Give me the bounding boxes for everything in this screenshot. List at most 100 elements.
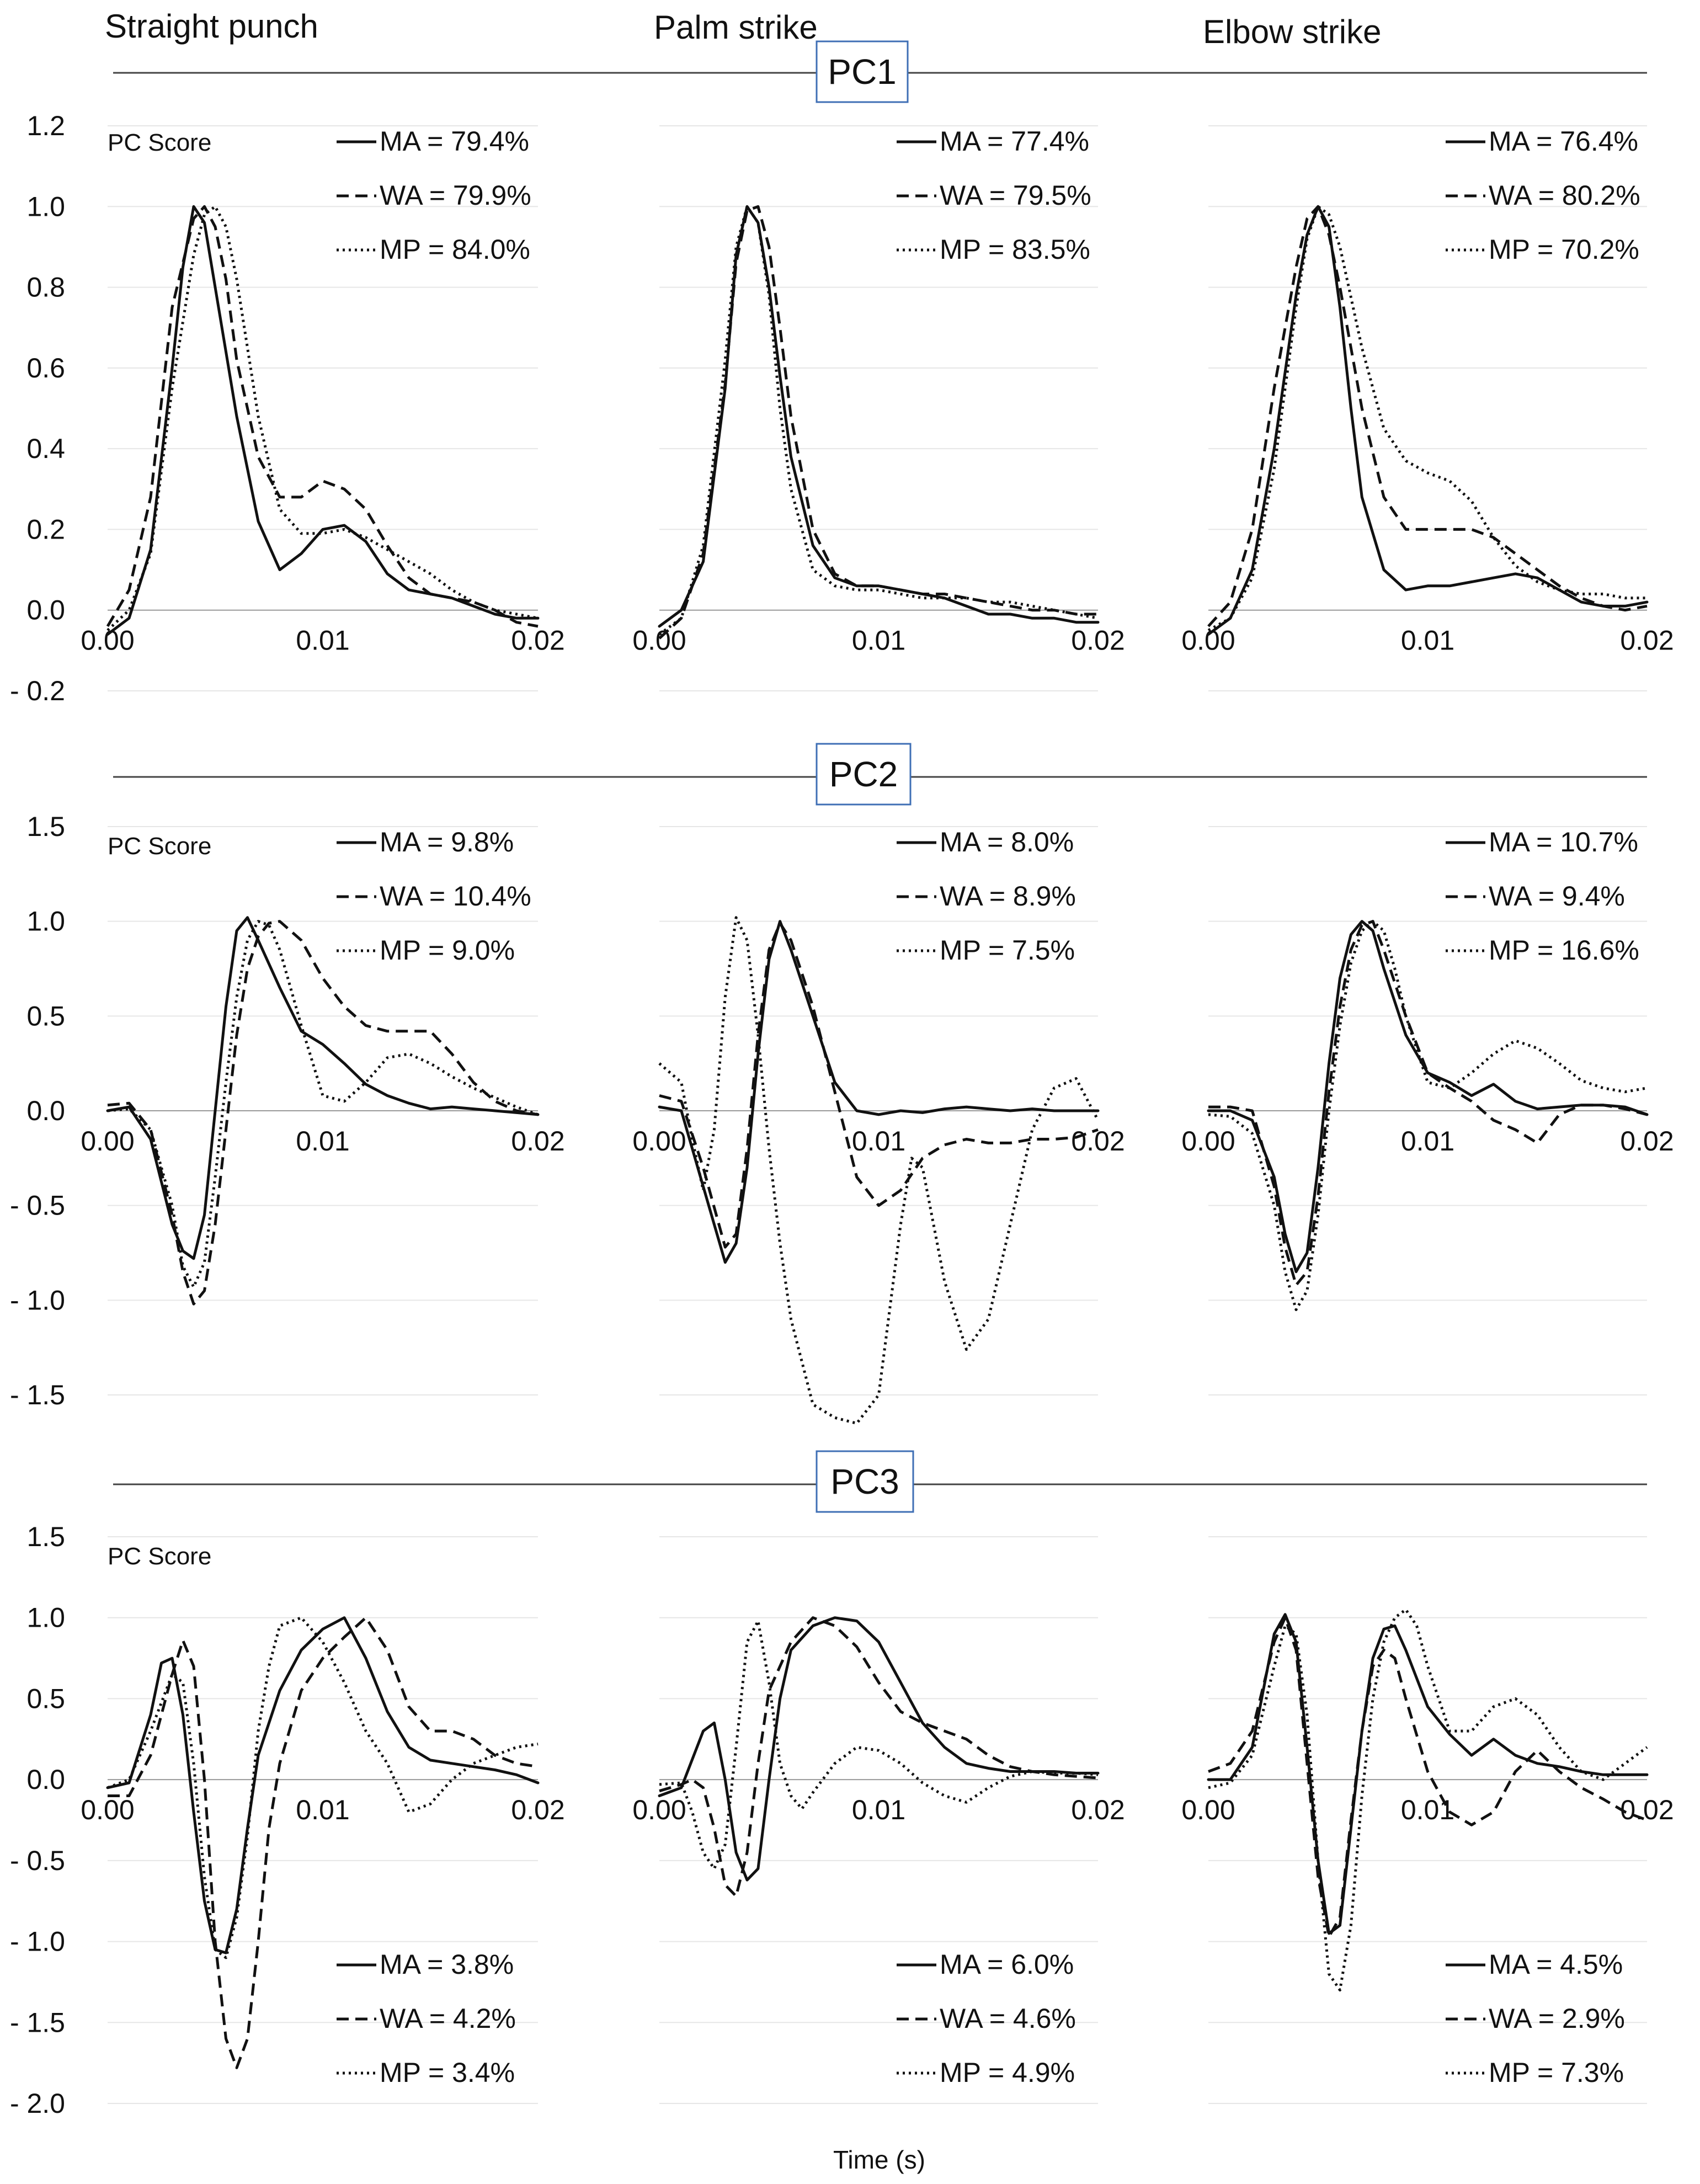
- series-line-ma: [1207, 920, 1649, 1274]
- y-tick-label: 0.8: [26, 272, 65, 303]
- y-axis-label: PC Score: [108, 1543, 211, 1570]
- y-tick-label: 1.2: [26, 110, 65, 141]
- legend-entry: MA = 8.0%: [940, 827, 1074, 857]
- y-tick-label: 0.6: [26, 353, 65, 383]
- legend-entry: MA = 9.8%: [380, 827, 514, 857]
- x-tick-label: 0.02: [1620, 625, 1674, 656]
- y-tick-label: - 0.5: [10, 1190, 65, 1221]
- y-tick-label: - 1.5: [10, 2007, 65, 2038]
- y-axis-label: PC Score: [108, 129, 211, 156]
- legend-entry: MP = 9.0%: [380, 935, 515, 966]
- legend-entry: WA = 10.4%: [380, 881, 531, 912]
- column-title-elbow-strike: Elbow strike: [1203, 13, 1381, 50]
- x-tick-label: 0.00: [81, 1794, 134, 1825]
- y-tick-label: 0.2: [26, 514, 65, 545]
- series-line-wa: [1208, 920, 1648, 1287]
- legend-entry: MA = 76.4%: [1489, 126, 1638, 157]
- legend-entry: MP = 3.4%: [380, 2057, 515, 2088]
- x-tick-label: 0.01: [296, 1794, 349, 1825]
- series-line-wa: [108, 1616, 539, 2069]
- series-line-wa: [106, 205, 539, 628]
- panel-straight-punch-pc3: 0.00 0.01 0.02 PC Score MA = 3.8% WA = 4.2% MP…: [81, 1536, 565, 2104]
- x-tick-label: 0.01: [852, 1126, 905, 1157]
- series-line-mp: [1208, 920, 1648, 1311]
- x-tick-label: 0.00: [632, 1126, 686, 1157]
- legend-entry: WA = 2.9%: [1489, 2003, 1625, 2034]
- y-tick-label: 0.5: [26, 1683, 65, 1714]
- x-tick-label: 0.02: [1620, 1126, 1674, 1157]
- series-line-wa: [107, 920, 539, 1306]
- series-line-mp: [658, 916, 1100, 1425]
- x-tick-label: 0.02: [511, 1794, 564, 1825]
- y-tick-label: - 1.5: [10, 1379, 65, 1410]
- pc-title-box: [816, 40, 909, 103]
- y-tick-label: 1.5: [26, 1521, 65, 1552]
- legend-entry: MP = 4.9%: [940, 2057, 1075, 2088]
- panel-elbow-strike-pc2: 0.00 0.01 0.02 MA = 10.7% WA = 9.4% MP = 16.6…: [1181, 826, 1674, 1395]
- x-tick-label: 0.00: [632, 1794, 686, 1825]
- legend-entry: MP = 84.0%: [380, 234, 530, 265]
- x-tick-label: 0.00: [1181, 1126, 1235, 1157]
- x-tick-label: 0.02: [1620, 1794, 1674, 1825]
- y-tick-label: 0.5: [26, 1000, 65, 1031]
- y-tick-label: - 0.5: [10, 1845, 65, 1876]
- panel-palm-strike-pc1: 0.00 0.01 0.02 MA = 77.4% WA = 79.5% MP = 83.…: [632, 125, 1125, 691]
- y-tick-label: - 1.0: [10, 1926, 65, 1957]
- panel-straight-punch-pc2: 0.00 0.01 0.02 PC Score MA = 9.8% WA = 10.4% M…: [81, 826, 565, 1395]
- column-title-straight-punch: Straight punch: [105, 8, 318, 45]
- series-line-wa: [658, 205, 1098, 640]
- y-tick-label: 0.0: [26, 1764, 65, 1795]
- column-title-palm-strike: Palm strike: [654, 9, 818, 46]
- legend-entry: WA = 4.2%: [380, 2003, 516, 2034]
- x-tick-label: 0.00: [81, 1126, 134, 1157]
- series-line-ma: [1207, 1613, 1649, 1935]
- series-line-mp: [659, 1620, 1099, 1870]
- x-tick-label: 0.02: [1071, 625, 1125, 656]
- pc-title: PC3: [830, 1462, 899, 1501]
- legend-entry: WA = 9.4%: [1489, 881, 1625, 912]
- series-line-ma: [658, 205, 1100, 628]
- legend-entry: MA = 3.8%: [380, 1949, 514, 1980]
- legend-entry: MA = 77.4%: [940, 126, 1089, 157]
- y-tick-label: - 1.0: [10, 1285, 65, 1315]
- series-line-wa: [1207, 205, 1648, 627]
- legend-entry: MP = 7.5%: [940, 935, 1075, 966]
- pc-title-box: [816, 743, 912, 806]
- column-titles: Straight punch Palm strike Elbow strike: [105, 8, 1381, 50]
- legend-entry: MP = 7.3%: [1489, 2057, 1624, 2088]
- legend-entry: MA = 6.0%: [940, 1949, 1074, 1980]
- series-line-mp: [1207, 205, 1647, 632]
- x-axis-title: Time (s): [833, 2145, 925, 2174]
- y-tick-label: - 2.0: [10, 2088, 65, 2119]
- series-line-wa: [659, 1616, 1099, 1898]
- pc-title: PC1: [828, 52, 897, 92]
- x-tick-label: 0.02: [1071, 1794, 1125, 1825]
- series-line-ma: [106, 1616, 540, 1954]
- series-line-mp: [107, 1616, 539, 1959]
- series-line-ma: [658, 920, 1100, 1264]
- y-axis-label: PC Score: [108, 833, 211, 860]
- x-tick-label: 0.01: [1401, 1126, 1454, 1157]
- legend-entry: WA = 80.2%: [1489, 180, 1640, 211]
- x-tick-label: 0.01: [1401, 625, 1454, 656]
- pc-title-box: [816, 1450, 914, 1513]
- y-tick-label: 0.0: [26, 1095, 65, 1126]
- y-tick-label: 1.0: [26, 191, 65, 222]
- x-tick-label: 0.02: [511, 625, 564, 656]
- series-line-wa: [659, 921, 1099, 1249]
- legend-entry: MA = 79.4%: [380, 126, 529, 157]
- y-tick-label: 0.4: [26, 433, 65, 464]
- y-tick-label: 1.0: [26, 906, 65, 937]
- legend-entry: WA = 79.9%: [380, 180, 531, 211]
- series-line-ma: [1207, 205, 1649, 636]
- pc-title: PC2: [829, 754, 898, 794]
- y-tick-label: - 0.2: [10, 675, 65, 706]
- series-line-mp: [107, 920, 539, 1288]
